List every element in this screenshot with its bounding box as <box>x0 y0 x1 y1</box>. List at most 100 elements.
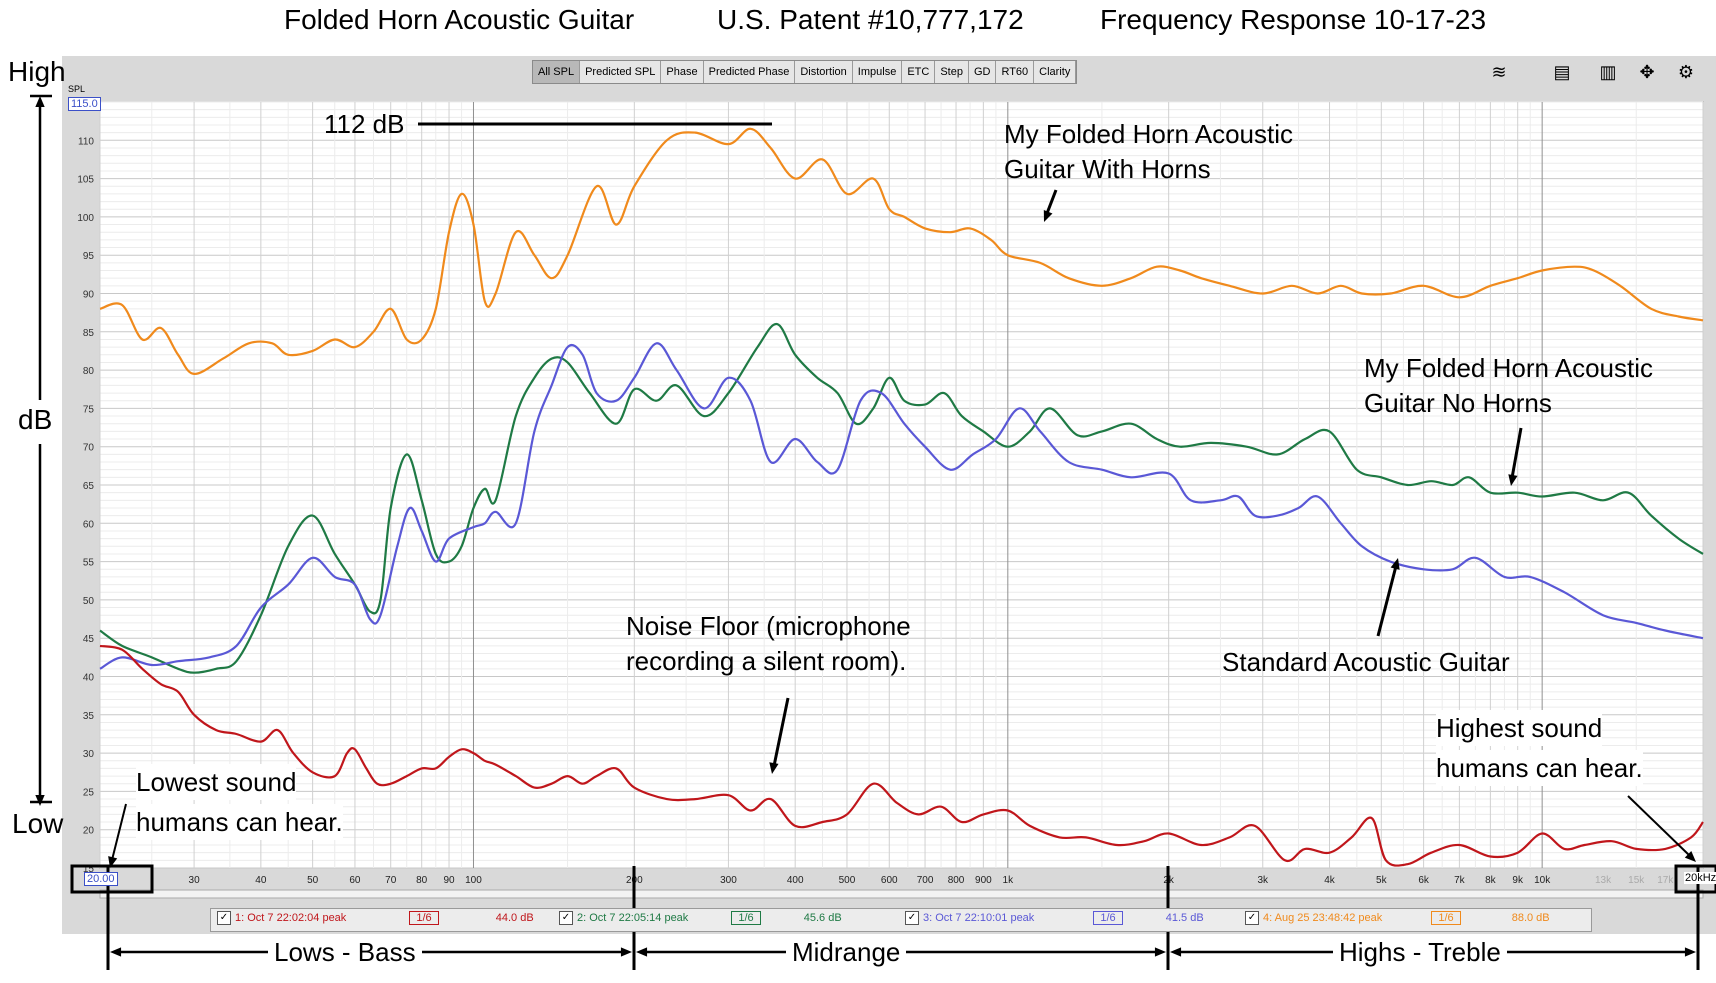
tab-predicted-phase[interactable]: Predicted Phase <box>704 61 796 83</box>
right-arrow-icon <box>1684 947 1696 957</box>
columns-icon[interactable]: ▥ <box>1599 62 1617 82</box>
checkbox-icon[interactable]: ✓ <box>217 911 231 925</box>
overlay-icon[interactable]: ▤ <box>1553 62 1571 82</box>
high-label: High <box>8 56 66 87</box>
x-tick-label: 90 <box>443 875 455 886</box>
arrow-head-icon <box>1390 558 1400 570</box>
xmin-input[interactable]: 20.00 <box>84 872 118 886</box>
xmax-input[interactable]: 20kHz <box>1684 872 1716 884</box>
y-tick-label: 70 <box>83 443 95 454</box>
x-tick-label: 40 <box>255 875 267 886</box>
lowest-sound-label-2: humans can hear. <box>136 804 343 840</box>
tab-all-spl[interactable]: All SPL <box>533 61 581 83</box>
highest-sound-label-1: Highest sound <box>1436 710 1603 746</box>
checkbox-icon[interactable]: ✓ <box>559 911 573 925</box>
x-tick-label: 9k <box>1512 875 1524 886</box>
low-frequency-box <box>70 864 154 894</box>
settings-icon[interactable]: ⚙ <box>1677 62 1695 82</box>
db-label: dB <box>18 402 53 438</box>
x-tick-label: 6k <box>1418 875 1430 886</box>
up-arrow-icon <box>35 96 45 108</box>
tab-rt60[interactable]: RT60 <box>996 61 1035 83</box>
tab-gd[interactable]: GD <box>969 61 997 83</box>
x-tick-label: 600 <box>881 875 898 886</box>
highest-sound-pointer <box>1627 795 1691 857</box>
y-tick-label: 60 <box>83 519 95 530</box>
x-tick-label: 1k <box>1003 875 1015 886</box>
legend-label: 1: Oct 7 22:02:04 peak <box>235 911 347 924</box>
fit-icon[interactable]: ✥ <box>1639 62 1655 82</box>
legend-item-1[interactable]: ✓ 1: Oct 7 22:02:04 peak 1/6 44.0 dB <box>217 910 534 925</box>
legend-item-4[interactable]: ✓ 4: Aug 25 23:48:42 peak 1/6 88.0 dB <box>1245 910 1550 925</box>
x-tick-label: 10k <box>1534 875 1551 886</box>
noise-floor-pointer <box>772 697 790 767</box>
tab-distortion[interactable]: Distortion <box>795 61 853 83</box>
y-tick-label: 50 <box>83 596 95 607</box>
series-with-horns <box>99 127 1704 375</box>
y-tick-label: 65 <box>83 481 95 492</box>
y-tick-label: 105 <box>77 175 94 186</box>
no-horns-label-2: Guitar No Horns <box>1364 388 1552 418</box>
low-label: Low <box>12 808 64 839</box>
peak-annotation: 112 dB <box>324 109 405 139</box>
down-arrow-icon <box>35 794 45 806</box>
smoothing-badge[interactable]: 1/6 <box>731 910 761 925</box>
checkbox-icon[interactable]: ✓ <box>1245 911 1259 925</box>
x-tick-label: 3k <box>1257 875 1269 886</box>
title-patent: U.S. Patent #10,777,172 <box>717 4 1024 35</box>
tab-etc[interactable]: ETC <box>902 61 936 83</box>
series-no-horns <box>99 322 1704 674</box>
band-mid-label: Midrange <box>786 934 907 970</box>
legend-item-3[interactable]: ✓ 3: Oct 7 22:10:01 peak 1/6 41.5 dB <box>905 910 1204 925</box>
tab-clarity[interactable]: Clarity <box>1034 61 1077 83</box>
tab-step[interactable]: Step <box>935 61 969 83</box>
no-horns-pointer <box>1510 427 1523 479</box>
y-tick-label: 40 <box>83 673 95 684</box>
title-response: Frequency Response 10-17-23 <box>1100 4 1487 35</box>
x-tick-label: 900 <box>975 875 992 886</box>
checkbox-icon[interactable]: ✓ <box>905 911 919 925</box>
smoothing-badge[interactable]: 1/6 <box>409 910 439 925</box>
legend-level: 45.6 dB <box>803 911 842 924</box>
standard-pointer <box>1376 565 1398 637</box>
y-tick-label: 45 <box>83 634 95 645</box>
y-tick-label: 15 <box>83 864 95 875</box>
x-tick-label: 17k <box>1657 875 1674 886</box>
x-tick-label: 50 <box>307 875 319 886</box>
measurement-legend: ✓ 1: Oct 7 22:02:04 peak 1/6 44.0 dB ✓ 2: … <box>210 908 1592 932</box>
title-guitar: Folded Horn Acoustic Guitar <box>284 4 635 35</box>
arrow-head-icon <box>769 762 779 774</box>
with-horns-label-1: My Folded Horn Acoustic <box>1004 119 1294 149</box>
tab-phase[interactable]: Phase <box>661 61 704 83</box>
ymax-input[interactable]: 115.0 <box>68 97 101 111</box>
tab-predicted-spl[interactable]: Predicted SPL <box>580 61 662 83</box>
x-tick-label: 500 <box>839 875 856 886</box>
x-tick-label: 8k <box>1485 875 1497 886</box>
band-highs-label: Highs - Treble <box>1333 934 1507 970</box>
standard-guitar-label: Standard Acoustic Guitar <box>1222 647 1510 677</box>
y-tick-label: 20 <box>83 826 95 837</box>
high-frequency-box <box>1674 864 1716 894</box>
left-arrow-icon <box>110 947 122 957</box>
left-arrow-icon <box>1170 947 1182 957</box>
right-arrow-icon <box>620 947 632 957</box>
y-tick-label: 25 <box>83 787 95 798</box>
legend-label: 3: Oct 7 22:10:01 peak <box>923 911 1035 924</box>
arrow-head-icon <box>1508 474 1518 486</box>
arrow-head-icon <box>1684 850 1696 862</box>
series-standard-guitar <box>99 342 1704 670</box>
waterfall-icon[interactable]: ≋ <box>1491 62 1507 82</box>
lowest-sound-label-1: Lowest sound <box>136 764 297 800</box>
x-tick-label: 15k <box>1628 875 1645 886</box>
horizontal-scrollbar[interactable] <box>99 889 1704 899</box>
arrow-head-icon <box>1043 210 1053 222</box>
y-tick-label: 80 <box>83 366 95 377</box>
smoothing-badge[interactable]: 1/6 <box>1093 910 1123 925</box>
tab-impulse[interactable]: Impulse <box>853 61 903 83</box>
smoothing-badge[interactable]: 1/6 <box>1431 910 1461 925</box>
x-tick-label: 800 <box>948 875 965 886</box>
legend-item-2[interactable]: ✓ 2: Oct 7 22:05:14 peak 1/6 45.6 dB <box>559 910 842 925</box>
right-arrow-icon <box>1154 947 1166 957</box>
legend-label: 4: Aug 25 23:48:42 peak <box>1263 911 1383 924</box>
